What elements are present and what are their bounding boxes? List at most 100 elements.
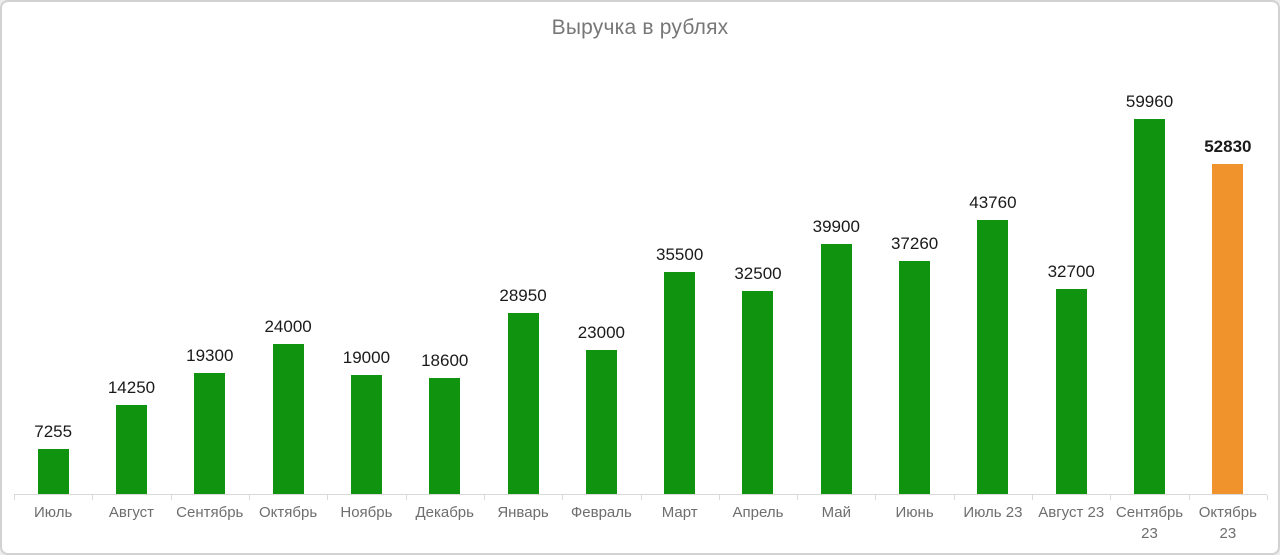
x-tick-label: Март [661, 504, 698, 521]
x-axis-labels: Июль Август Сентябрь Октябрь Ноябрь Декабрь Ян… [14, 502, 1267, 544]
bar [507, 313, 539, 494]
axis-tick [875, 495, 876, 500]
bar-column: 35500 [641, 2, 719, 494]
highlight-bar [1212, 164, 1244, 494]
x-tick-label: Апрель [732, 504, 784, 521]
x-tick-label: Август [108, 504, 155, 521]
bar [1134, 119, 1166, 494]
x-tick-cell: Октябрь [249, 502, 327, 544]
bar-column: 59960 [1110, 2, 1188, 494]
bar-column: 18600 [406, 2, 484, 494]
value-label: 37260 [890, 234, 939, 253]
x-tick-label: Август 23 [1038, 504, 1105, 521]
bar [899, 261, 931, 494]
axis-tick [641, 495, 642, 500]
x-tick-label: Сентябрь 23 [1115, 504, 1184, 542]
axis-tick [719, 495, 720, 500]
value-label: 35500 [656, 245, 704, 264]
axis-tick [171, 495, 172, 500]
x-tick-cell: Сентябрь 23 [1110, 502, 1188, 544]
x-tick-cell: Октябрь 23 [1189, 502, 1267, 544]
value-label: 32700 [1047, 262, 1095, 281]
x-tick-cell: Сентябрь [171, 502, 249, 544]
bar [585, 350, 617, 494]
axis-tick [954, 495, 955, 500]
x-tick-cell: Май [797, 502, 875, 544]
axis-tick [484, 495, 485, 500]
bar [272, 344, 304, 494]
value-label: 28950 [499, 286, 547, 305]
bar [194, 373, 226, 494]
bar [664, 272, 696, 494]
value-label: 59960 [1125, 92, 1174, 111]
bar-column: 37260 [875, 2, 953, 494]
value-label: 19300 [186, 346, 234, 365]
bar-column: 43760 [954, 2, 1032, 494]
x-tick-cell: Июль [14, 502, 92, 544]
bar [429, 378, 461, 494]
x-tick-cell: Январь [484, 502, 562, 544]
bar [1055, 289, 1087, 494]
bar [820, 244, 852, 494]
bar-column: 32700 [1032, 2, 1110, 494]
value-label: 39900 [812, 217, 860, 236]
value-label: 32500 [734, 264, 782, 283]
value-label: 43760 [969, 193, 1017, 212]
chart-title: Выручка в рублях [551, 16, 729, 39]
axis-tick [1189, 495, 1190, 500]
x-tick-label: Октябрь [259, 504, 318, 521]
bar-column: 23000 [562, 2, 640, 494]
x-tick-label: Май [821, 504, 851, 521]
bar-column: 14250 [92, 2, 170, 494]
bar-column: 19300 [171, 2, 249, 494]
x-tick-label: Октябрь 23 [1198, 504, 1257, 542]
x-tick-label: Июль [34, 504, 73, 521]
x-tick-cell: Февраль [562, 502, 640, 544]
bar-column: 24000 [249, 2, 327, 494]
x-tick-label: Сентябрь [176, 504, 244, 521]
x-tick-cell: Ноябрь [327, 502, 405, 544]
plot-area: 7255 14250 19300 24000 19000 18600 28950 23000 3… [14, 2, 1267, 494]
bar-column: 32500 [719, 2, 797, 494]
bar [977, 220, 1009, 494]
axis-tick [1032, 495, 1033, 500]
bar [350, 375, 382, 494]
x-tick-label: Июнь [895, 504, 934, 521]
axis-tick [327, 495, 328, 500]
x-tick-cell: Март [641, 502, 719, 544]
value-label: 14250 [107, 378, 156, 397]
axis-tick [1267, 495, 1268, 500]
axis-tick [14, 495, 15, 500]
value-label: 18600 [421, 351, 469, 370]
axis-tick [1110, 495, 1111, 500]
bar [742, 291, 774, 494]
x-tick-cell: Апрель [719, 502, 797, 544]
x-tick-cell: Июль 23 [954, 502, 1032, 544]
axis-tick [249, 495, 250, 500]
x-tick-label: Декабрь [415, 504, 474, 521]
axis-tick [797, 495, 798, 500]
bar-column: 28950 [484, 2, 562, 494]
bar-column: 39900 [797, 2, 875, 494]
bar-column: 52830 [1189, 2, 1267, 494]
bar-column: 19000 [327, 2, 405, 494]
x-tick-cell: Август [92, 502, 170, 544]
bar [115, 405, 147, 494]
x-tick-label: Июль 23 [963, 504, 1023, 521]
x-tick-label: Январь [497, 504, 549, 521]
value-label: 23000 [577, 323, 625, 342]
value-label: 52830 [1204, 137, 1252, 156]
value-label: 7255 [34, 422, 73, 441]
axis-tick [406, 495, 407, 500]
value-label: 19000 [342, 348, 391, 367]
value-label: 24000 [264, 317, 312, 336]
x-axis-line [14, 494, 1268, 500]
axis-tick [92, 495, 93, 500]
x-tick-cell: Август 23 [1032, 502, 1110, 544]
x-tick-cell: Декабрь [406, 502, 484, 544]
axis-tick [562, 495, 563, 500]
x-tick-label: Февраль [570, 504, 632, 521]
bar-column: 7255 [14, 2, 92, 494]
bar [37, 449, 69, 494]
